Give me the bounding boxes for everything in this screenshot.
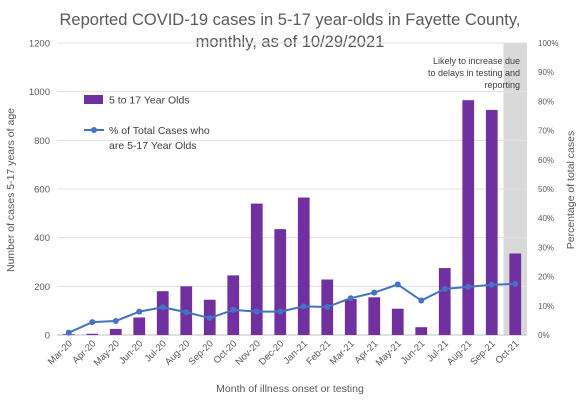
bar (109, 328, 122, 335)
y-axis-title: Number of cases 5-17 years of age (5, 108, 17, 272)
percent-point (512, 280, 519, 287)
y2-tick-label: 70% (538, 127, 554, 136)
percent-point (465, 283, 472, 290)
x-tick-label: Jun-21 (399, 338, 427, 366)
percent-point (394, 281, 401, 288)
bar (485, 109, 498, 336)
chart-title-line2: monthly, as of 10/29/2021 (196, 33, 385, 51)
bar (250, 203, 263, 335)
bar (297, 197, 310, 335)
y-tick-label: 1200 (29, 39, 50, 50)
x-axis-title: Month of illness onset or testing (216, 383, 364, 395)
bar (438, 268, 451, 335)
percent-point (136, 308, 143, 315)
percent-point (253, 308, 260, 315)
percent-point (277, 308, 284, 315)
legend: 5 to 17 Year Olds % of Total Cases who a… (84, 95, 210, 152)
y-tick-label: 200 (34, 282, 50, 293)
x-tick-label: Mar-21 (328, 338, 357, 367)
legend-bar-label: 5 to 17 Year Olds (109, 95, 190, 107)
percent-point (347, 295, 354, 302)
percent-point (441, 285, 448, 292)
x-tick-label: Dec-20 (257, 338, 286, 367)
bar (86, 333, 99, 335)
x-tick-label: Aug-21 (445, 338, 474, 367)
percent-point (324, 303, 331, 310)
bar (509, 253, 522, 335)
annotation-line3: reporting (484, 80, 520, 90)
annotation-line2: to delays in testing and (428, 68, 520, 78)
bar (344, 298, 357, 335)
x-tick-label: Sep-21 (468, 338, 497, 367)
chart-title-line1: Reported COVID-19 cases in 5-17 year-old… (60, 11, 521, 29)
bar (415, 327, 428, 335)
percent-point (89, 319, 96, 326)
bar (133, 317, 146, 335)
percent-point (418, 297, 425, 304)
x-tick-label: Sep-20 (186, 338, 215, 367)
percent-point (488, 281, 495, 288)
bar (274, 229, 287, 335)
y2-tick-label: 80% (538, 97, 554, 106)
percent-point (183, 309, 190, 316)
y-tick-label: 600 (34, 185, 50, 196)
bar (462, 100, 475, 335)
percent-point (230, 306, 237, 313)
y2-tick-label: 10% (538, 302, 554, 311)
legend-line-marker (91, 127, 97, 133)
y2-tick-label: 20% (538, 273, 554, 282)
y2-tick-label: 40% (538, 214, 554, 223)
bar (368, 297, 381, 335)
y-tick-label: 800 (34, 136, 50, 147)
x-tick-label: Nov-20 (233, 338, 262, 367)
x-tick-label: Feb-21 (304, 338, 333, 367)
y2-tick-label: 90% (538, 68, 554, 77)
y2-tick-label: 30% (538, 243, 554, 252)
x-tick-label: Mar-20 (46, 338, 75, 367)
x-tick-label: Jan-21 (282, 338, 310, 366)
y2-tick-label: 50% (538, 185, 554, 194)
y-tick-label: 0 (45, 331, 50, 342)
bar (227, 275, 240, 335)
percent-point (371, 289, 378, 296)
bar (156, 291, 169, 335)
bar (391, 308, 404, 335)
x-tick-label: May-20 (92, 338, 122, 368)
percent-point (112, 317, 119, 324)
y-tick-label: 400 (34, 233, 50, 244)
y2-axis-title: Percentage of total cases (565, 131, 577, 250)
legend-line-label-1: % of Total Cases who (109, 125, 210, 137)
percent-point (159, 304, 166, 311)
x-tick-label: Aug-20 (163, 338, 192, 367)
x-tick-label: Oct-21 (493, 338, 521, 366)
percent-point (65, 329, 72, 336)
legend-bar-swatch (84, 95, 103, 104)
y-tick-label: 1000 (29, 87, 50, 98)
y2-tick-label: 100% (538, 39, 558, 48)
y2-tick-label: 60% (538, 156, 554, 165)
legend-line-label-2: are 5-17 Year Olds (109, 140, 197, 152)
percent-point (206, 315, 213, 322)
percent-point (300, 303, 307, 310)
x-tick-label: Jun-20 (117, 338, 145, 366)
x-tick-label: May-21 (374, 338, 404, 368)
y2-tick-label: 0% (538, 331, 550, 340)
percent-line (68, 282, 516, 334)
annotation-line1: Likely to increase due (433, 56, 520, 66)
